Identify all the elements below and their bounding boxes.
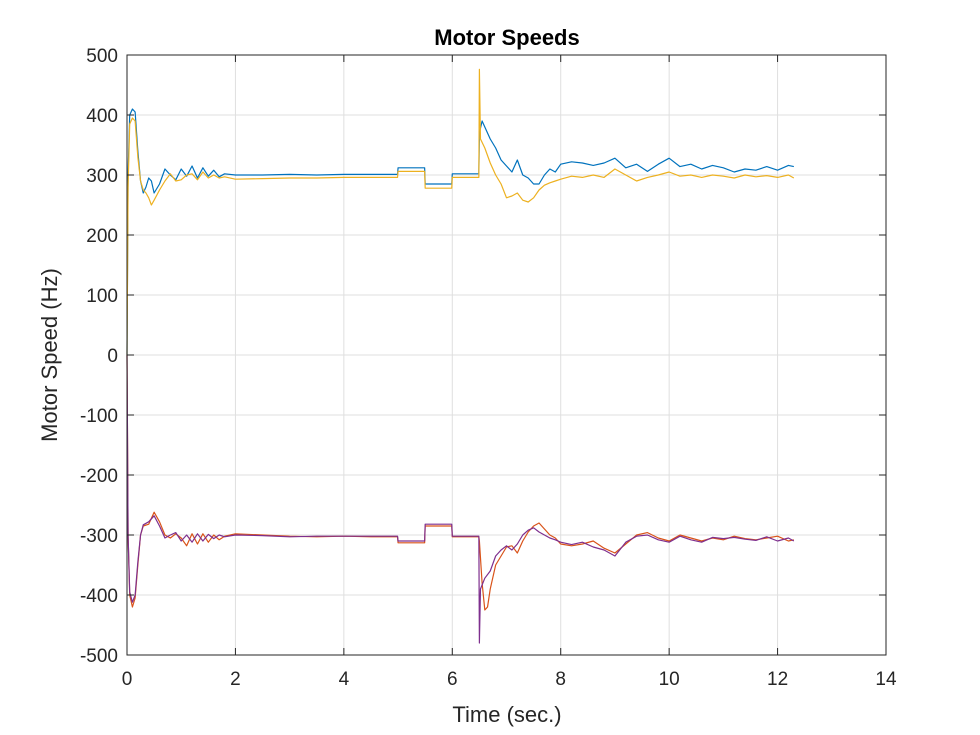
y-tick-label: 500 xyxy=(86,46,118,67)
axis-ticks: 0 2 4 6 8 10 12 14 -500 -400 -300 -200 -100 0 100 200 30… xyxy=(80,46,897,690)
x-tick-label: 8 xyxy=(555,669,566,690)
y-tick-label: 300 xyxy=(86,166,118,187)
x-tick-label: 2 xyxy=(230,669,241,690)
x-tick-label: 14 xyxy=(875,669,897,690)
series-line-2 xyxy=(126,68,795,356)
series-line-1 xyxy=(126,108,794,356)
x-tick-label: 0 xyxy=(122,669,133,690)
y-tick-label: -500 xyxy=(80,646,118,667)
y-tick-label: -300 xyxy=(80,526,118,547)
grid-lines xyxy=(126,54,887,656)
y-tick-label: 100 xyxy=(86,286,118,307)
y-tick-label: -100 xyxy=(80,406,118,427)
x-tick-label: 10 xyxy=(659,669,680,690)
series-line-3 xyxy=(126,354,794,611)
x-axis-label: Time (sec.) xyxy=(452,702,561,727)
x-tick-label: 12 xyxy=(767,669,788,690)
y-tick-label: 200 xyxy=(86,226,118,247)
series-line-4 xyxy=(126,354,795,644)
y-tick-label: -200 xyxy=(80,466,118,487)
y-axis-label: Motor Speed (Hz) xyxy=(37,268,62,442)
y-tick-label: 0 xyxy=(107,346,118,367)
series-group xyxy=(126,68,795,644)
y-tick-label: 400 xyxy=(86,106,118,127)
x-tick-label: 6 xyxy=(447,669,458,690)
y-tick-label: -400 xyxy=(80,586,118,607)
x-tick-label: 4 xyxy=(339,669,350,690)
chart-title: Motor Speeds xyxy=(434,25,579,50)
